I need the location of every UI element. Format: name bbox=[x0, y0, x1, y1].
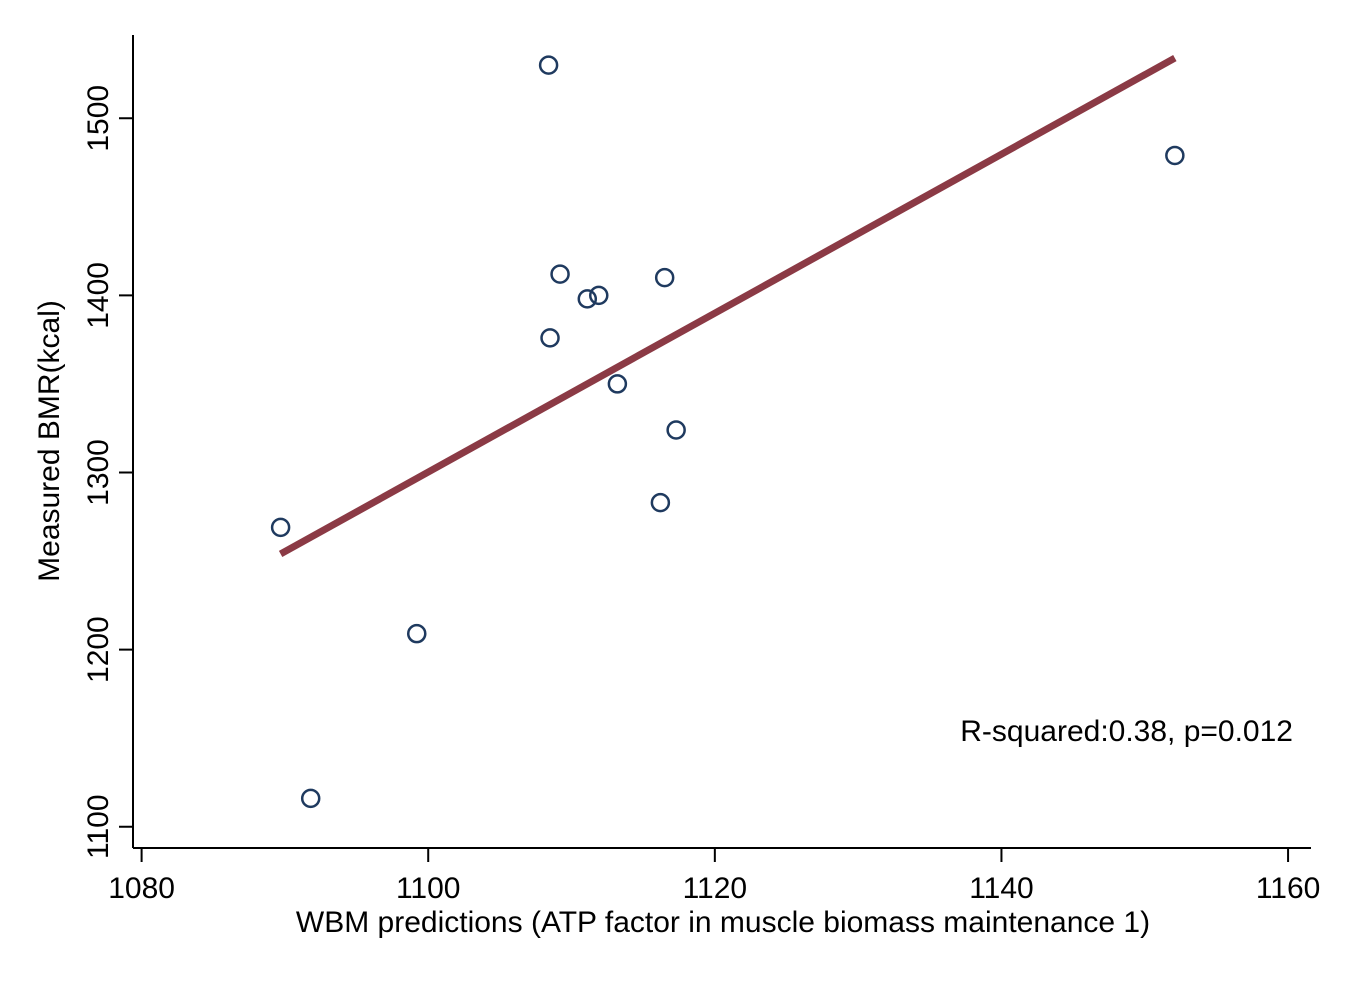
data-point bbox=[538, 55, 559, 75]
x-tick-label: 1140 bbox=[969, 872, 1034, 905]
y-tick-label: 1300 bbox=[82, 439, 115, 506]
annotation: R-squared:0.38, p=0.012 bbox=[960, 715, 1293, 748]
data-point bbox=[540, 328, 560, 348]
y-axis-label: Measured BMR(kcal) bbox=[33, 300, 66, 582]
data-point bbox=[270, 517, 291, 538]
axes: 1080 1100 1120 1140 1160 1100 1200 1300 1400 150… bbox=[82, 35, 1320, 905]
y-tick-label: 1500 bbox=[82, 85, 115, 152]
data-point bbox=[577, 289, 598, 309]
data-point bbox=[407, 623, 427, 644]
x-ticks: 1080 1100 1120 1140 1160 bbox=[108, 848, 1320, 905]
data-point bbox=[650, 492, 671, 513]
data-point bbox=[1165, 145, 1185, 166]
x-tick-label: 1100 bbox=[396, 872, 461, 905]
y-tick-label: 1100 bbox=[82, 794, 115, 859]
x-axis-label: WBM predictions (ATP factor in muscle bi… bbox=[296, 906, 1150, 939]
data-point bbox=[589, 285, 609, 306]
data-point bbox=[654, 267, 675, 288]
fit-lines bbox=[278, 54, 1177, 558]
y-tick-label: 1400 bbox=[82, 262, 115, 329]
data-point bbox=[550, 264, 570, 284]
x-tick-label: 1120 bbox=[683, 872, 748, 905]
y-tick-label: 1200 bbox=[82, 616, 115, 683]
data-points bbox=[270, 55, 1185, 809]
data-point bbox=[300, 788, 321, 809]
data-point bbox=[607, 374, 628, 394]
fit-line bbox=[278, 54, 1177, 558]
y-ticks: 1100 1200 1300 1400 1500 bbox=[82, 85, 133, 859]
x-tick-label: 1160 bbox=[1256, 872, 1321, 905]
x-tick-label: 1080 bbox=[108, 872, 175, 905]
data-point bbox=[666, 420, 686, 440]
